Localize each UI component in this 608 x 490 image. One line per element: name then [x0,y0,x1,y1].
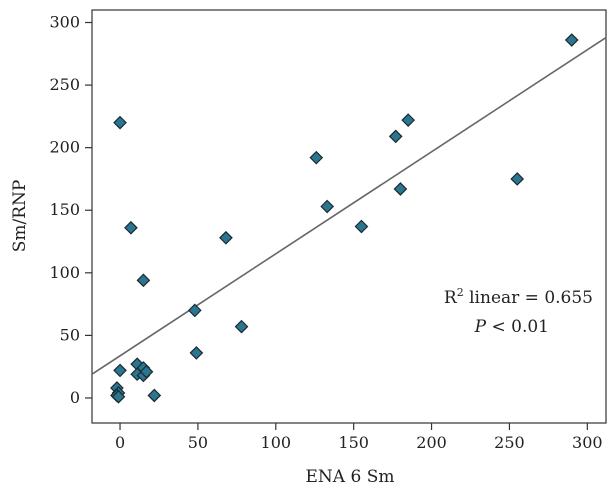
r2-annotation: R2 linear = 0.655 [444,286,593,308]
data-point [189,346,204,360]
data-point [113,115,127,130]
p-value: < 0.01 [486,317,549,337]
data-point [320,199,335,214]
p-symbol: P [474,317,487,337]
plot-frame [91,9,607,424]
x-tick-label: 100 [261,433,292,452]
data-point [136,273,151,288]
data-points [110,33,579,404]
data-point [564,33,579,47]
x-tick-label: 150 [338,433,369,452]
regression-line [91,36,607,375]
data-point [388,129,403,144]
x-axis-title: ENA 6 Sm [306,467,395,487]
data-point [139,364,154,379]
r2-suffix: linear = 0.655 [464,288,593,308]
data-point [309,150,324,165]
data-point [124,220,138,235]
x-tick-label: 0 [115,433,125,452]
data-point [219,230,233,245]
y-tick-label: 250 [49,75,80,94]
y-tick-label: 300 [49,13,80,32]
data-point [187,303,202,318]
r2-prefix: R [444,288,458,308]
y-tick-label: 0 [70,388,80,407]
data-point [354,219,369,234]
y-tick-label: 100 [49,263,80,282]
r2-superscript: 2 [457,286,464,299]
p-value-annotation: P < 0.01 [474,317,549,337]
data-point [111,389,126,404]
data-point [234,319,249,334]
x-tick-label: 300 [572,433,603,452]
y-axis-ticks: 0 50 100 150 200 250 300 [49,13,92,407]
x-tick-label: 50 [188,433,208,452]
y-tick-label: 200 [49,138,80,157]
x-tick-label: 250 [494,433,525,452]
data-point [401,113,416,127]
data-point [147,388,162,403]
x-axis-ticks: 0 50 100 150 200 250 300 [115,423,603,452]
y-tick-label: 150 [49,200,80,219]
x-tick-label: 200 [416,433,447,452]
y-tick-label: 50 [60,325,80,344]
data-point [393,182,408,196]
y-axis-title: Sm/RNP [10,180,30,253]
data-point [113,363,127,378]
data-point [510,172,525,186]
